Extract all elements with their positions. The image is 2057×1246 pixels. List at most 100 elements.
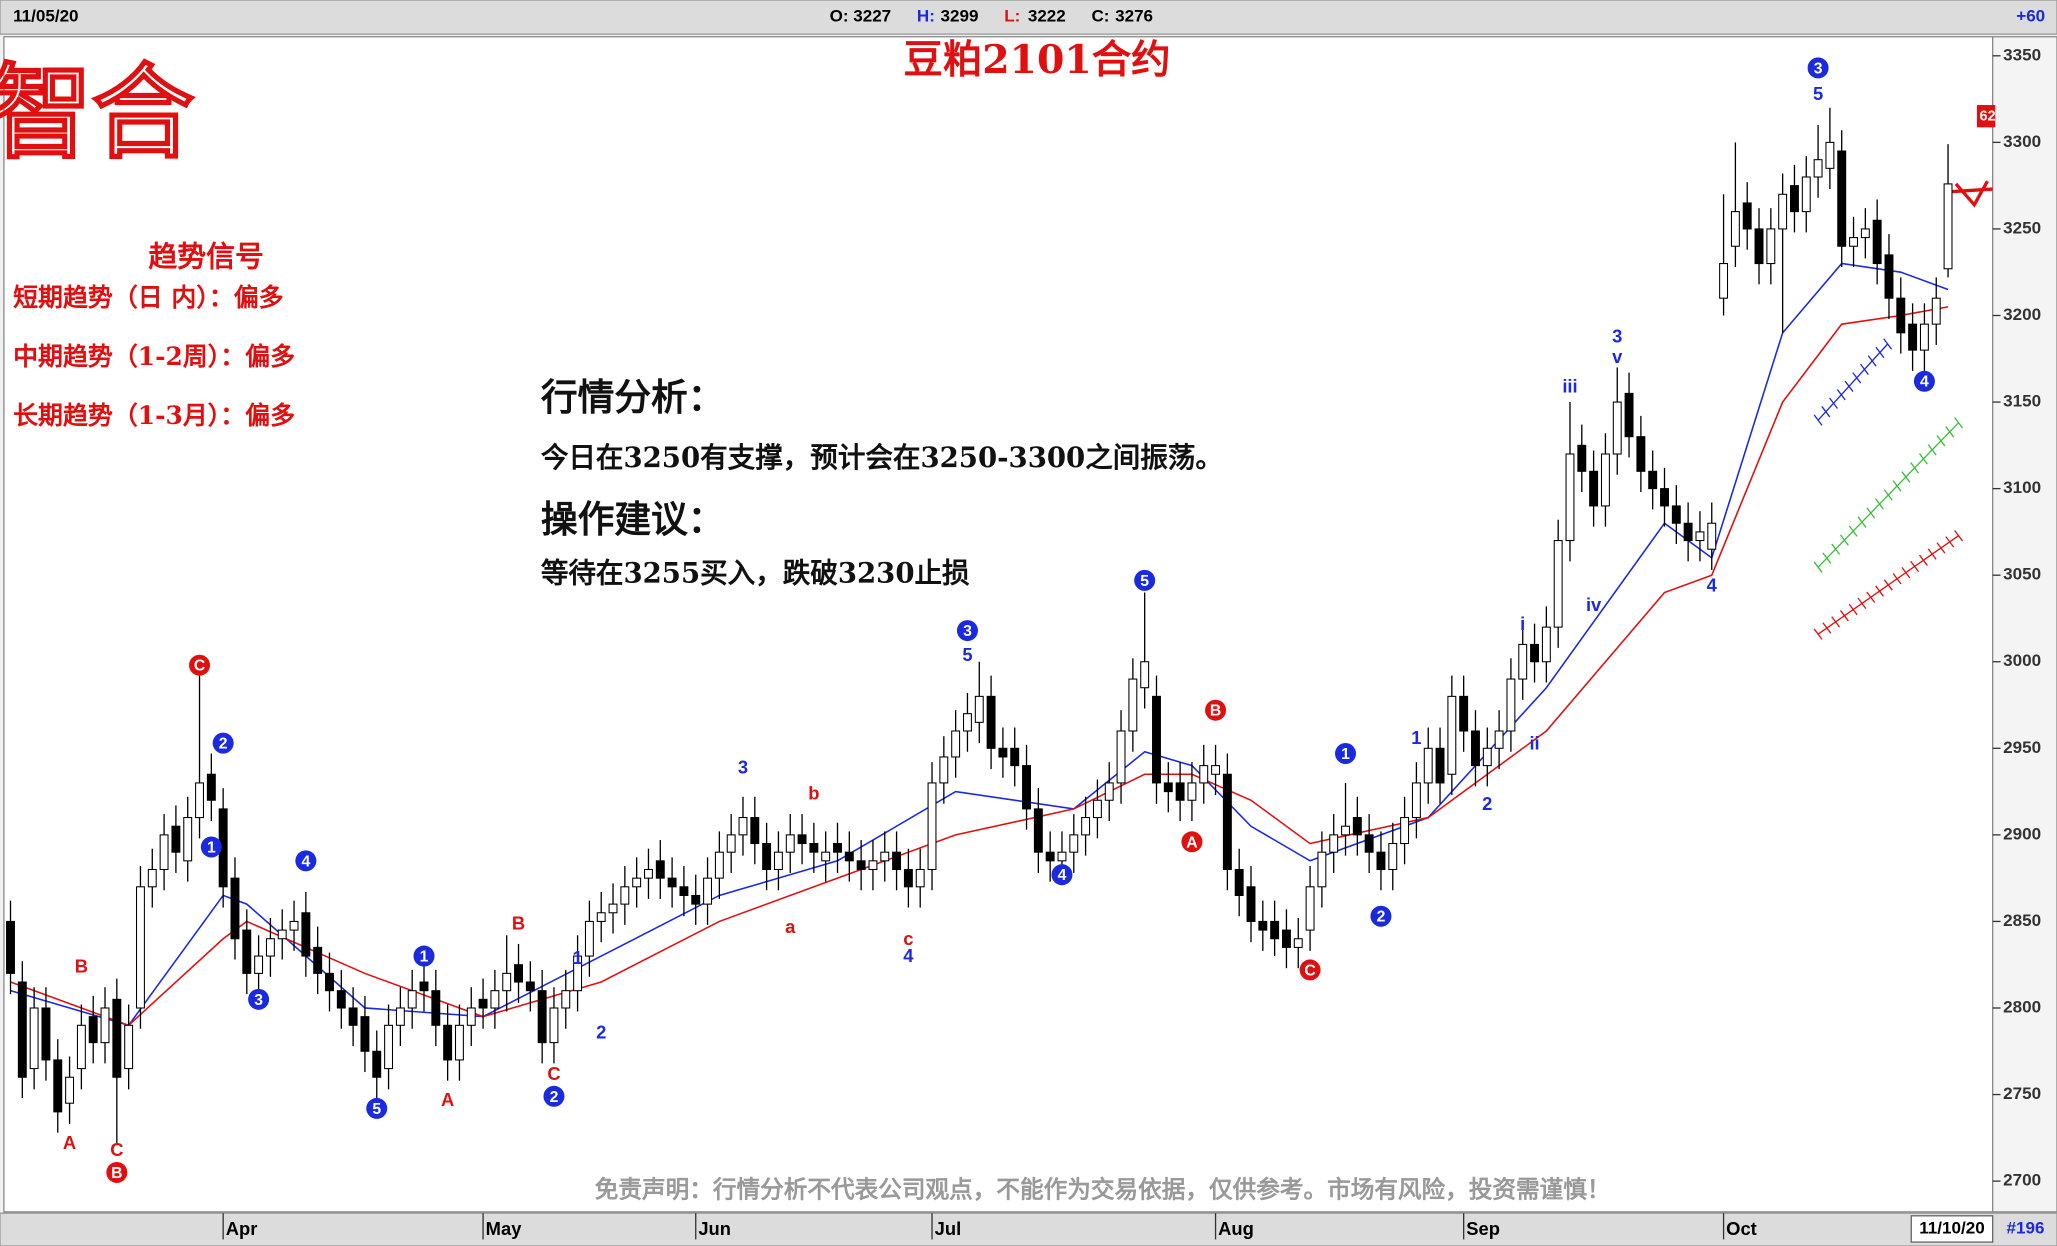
candle-body (1896, 297, 1906, 334)
candle-body (407, 990, 417, 1009)
candle-body (1246, 886, 1256, 922)
trail-tick (1945, 426, 1955, 438)
wave-label: 1 (572, 947, 582, 968)
candle-body (738, 817, 748, 836)
x-tick-label: Apr (226, 1218, 258, 1239)
candle-body (809, 843, 819, 853)
candle-body (844, 851, 854, 862)
x-tick-label: Jun (698, 1218, 731, 1239)
wave-label: C (547, 1063, 560, 1084)
candle-body (1648, 470, 1658, 490)
trail-tick (1813, 561, 1823, 573)
candle-body (242, 929, 252, 974)
candle-body (1128, 678, 1138, 732)
wave-label: b (808, 782, 819, 803)
candle-body (915, 868, 925, 888)
candle-body (1187, 782, 1197, 801)
wave-circle (1051, 864, 1073, 886)
trail-tick (1821, 406, 1831, 418)
trail-tick (1848, 603, 1858, 616)
candle-body (1719, 263, 1729, 299)
candle-body (53, 1059, 63, 1113)
wave-circle (295, 850, 317, 872)
wave-label: v (1612, 346, 1623, 367)
candle-body (632, 877, 642, 888)
candle-body (1801, 176, 1811, 213)
candle-body (797, 834, 807, 845)
wave-label: B (75, 956, 88, 977)
candle-body (1506, 678, 1516, 732)
wave-circle (543, 1085, 565, 1107)
candle-body (1092, 799, 1102, 819)
candle-body (1789, 185, 1799, 213)
candle-body (714, 851, 724, 879)
candle-body (1305, 886, 1315, 931)
candle-body (301, 912, 311, 957)
candle-body (443, 1024, 453, 1061)
candle-body (1045, 851, 1055, 862)
candle-body (750, 817, 760, 845)
candle-body (785, 834, 795, 853)
candle-body (691, 894, 701, 905)
ohlc-value: 3227 (853, 7, 891, 26)
trail-tick (1822, 622, 1832, 634)
wave-label: B (1210, 703, 1221, 720)
y-tick-label: 3150 (2003, 392, 2041, 411)
trail-tick (1866, 591, 1876, 603)
candle-body (1400, 817, 1410, 845)
trail-tick (1918, 554, 1928, 566)
candle-body (135, 886, 145, 1009)
candle-body (1447, 695, 1457, 775)
wave-label: 4 (1707, 575, 1718, 596)
candle-body (1837, 150, 1847, 247)
candle-body (679, 886, 689, 896)
ohlc-label: O: (830, 7, 849, 26)
candle-body (773, 851, 783, 871)
candle-body (325, 972, 334, 992)
footer-date: 11/10/20 (1919, 1218, 1984, 1237)
header-change: +60 (2016, 7, 2045, 26)
wave-circle (1299, 959, 1321, 981)
trail-tick (1852, 372, 1862, 384)
candle-body (1707, 522, 1717, 550)
candle-body (1671, 505, 1681, 524)
candle-body (1683, 522, 1693, 542)
candle-body (762, 843, 772, 871)
wave-circle (1335, 742, 1357, 765)
candle-body (596, 912, 606, 922)
header-bar (0, 0, 2057, 35)
candle-body (29, 1007, 39, 1070)
candle-body (502, 972, 512, 992)
trail-tick (1875, 498, 1885, 510)
candle-body (1695, 531, 1705, 542)
advice-text: 等待在3255买入，跌破3230止损 (541, 558, 970, 590)
candle-body (1211, 765, 1221, 775)
candle-body (644, 868, 653, 879)
trail-tick (1927, 548, 1937, 560)
candle-body (525, 981, 535, 992)
y-tick-label: 3300 (2003, 132, 2041, 151)
x-tick-label: Sep (1466, 1218, 1500, 1239)
candle-body (1730, 211, 1740, 247)
wave-label: C (194, 658, 205, 675)
trail-tick (1857, 516, 1867, 528)
wave-circle (212, 732, 234, 754)
candle-body (1341, 825, 1350, 836)
candle-body (939, 756, 949, 784)
trail-tick (1910, 462, 1920, 474)
wave-label: 3 (1814, 60, 1823, 77)
y-tick-label: 3200 (2003, 305, 2041, 324)
trail-tick (1875, 346, 1885, 359)
candle-body (880, 851, 890, 862)
candle-body (1352, 817, 1362, 836)
wave-circle (1205, 699, 1227, 721)
candle-body (195, 782, 204, 819)
candle-body (620, 886, 630, 905)
y-tick-label: 3350 (2003, 45, 2041, 64)
candle-body (1518, 643, 1528, 680)
candle-body (1754, 228, 1764, 265)
trail-tick (1883, 489, 1893, 501)
trail-tick (1822, 552, 1832, 564)
wave-label: 5 (962, 644, 972, 665)
